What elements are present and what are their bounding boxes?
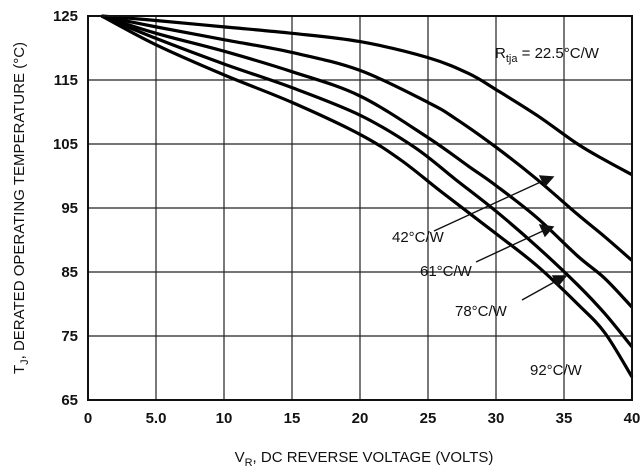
annotation-61: 61°C/W bbox=[420, 263, 473, 280]
x-tick-label: 20 bbox=[352, 410, 369, 427]
y-tick-label: 95 bbox=[61, 200, 78, 217]
x-tick-label: 5.0 bbox=[146, 410, 167, 427]
x-tick-label: 25 bbox=[420, 410, 437, 427]
annotation-rtja: Rtja = 22.5°C/W bbox=[495, 45, 600, 65]
y-tick-label: 75 bbox=[61, 328, 78, 345]
y-tick-label: 115 bbox=[54, 72, 78, 89]
arrow-61 bbox=[475, 229, 546, 263]
x-tick-label: 15 bbox=[284, 410, 301, 427]
annotation-arrows bbox=[433, 175, 568, 301]
y-tick-label: 85 bbox=[61, 264, 78, 281]
curve-2 bbox=[101, 14, 634, 262]
annotation-42: 42°C/W bbox=[392, 229, 445, 246]
x-tick-label: 40 bbox=[624, 410, 641, 427]
arrowhead-78 bbox=[551, 275, 568, 288]
curve-4 bbox=[100, 14, 634, 348]
x-tick-labels: 0 5.0 10 15 20 25 30 35 40 bbox=[84, 410, 641, 427]
y-tick-label: 125 bbox=[53, 8, 78, 25]
arrowhead-42 bbox=[538, 175, 555, 188]
x-tick-label: 35 bbox=[556, 410, 573, 427]
curve-3 bbox=[101, 14, 634, 309]
annotation-78: 78°C/W bbox=[455, 303, 508, 320]
x-axis-title: VR, DC REVERSE VOLTAGE (VOLTS) bbox=[235, 449, 494, 469]
y-axis-title: TJ, DERATED OPERATING TEMPERATURE (°C) bbox=[11, 42, 31, 374]
arrowhead-61 bbox=[538, 224, 555, 238]
x-tick-label: 10 bbox=[216, 410, 233, 427]
arrow-78 bbox=[521, 279, 559, 301]
curve-1 bbox=[101, 14, 633, 177]
curve-group bbox=[100, 14, 634, 378]
plot-border bbox=[87, 15, 633, 401]
y-tick-label: 105 bbox=[53, 136, 78, 153]
x-tick-label: 0 bbox=[84, 410, 92, 427]
plot-frame bbox=[87, 15, 633, 401]
annotation-92: 92°C/W bbox=[530, 362, 583, 379]
arrow-42 bbox=[433, 179, 546, 232]
grid-lines bbox=[87, 15, 633, 401]
y-tick-labels: 65 75 85 95 105 115 125 bbox=[53, 8, 78, 409]
y-tick-label: 65 bbox=[61, 392, 78, 409]
x-tick-label: 30 bbox=[488, 410, 505, 427]
curve-5 bbox=[100, 14, 634, 378]
